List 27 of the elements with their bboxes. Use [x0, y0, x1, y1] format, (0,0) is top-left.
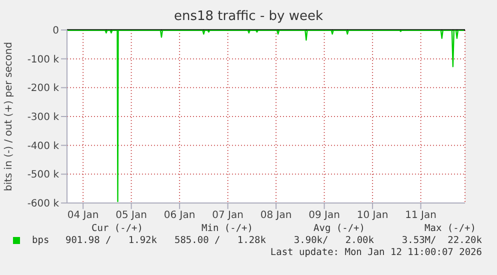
y-axis-title: bits in (-) / out (+) per second [4, 42, 15, 192]
text: 585.00 / 1.28k [174, 235, 266, 246]
x-tick-label: 06 Jan [164, 210, 196, 222]
y-tick-label: 0 [52, 26, 59, 37]
text: Max (-/+) [424, 223, 476, 234]
x-tick-label: 10 Jan [356, 210, 388, 222]
y-tick-label: -500 k [27, 170, 60, 181]
text: 901.98 / 1.92k [65, 235, 157, 246]
y-tick-label: -300 k [27, 112, 60, 124]
y-tick-label: -600 k [27, 198, 60, 210]
x-tick-label: 09 Jan [308, 210, 340, 222]
text: Avg (-/+) [312, 223, 365, 234]
x-tick-label: 04 Jan [67, 210, 99, 222]
chart-title: ens18 traffic - by week [173, 9, 324, 24]
y-tick-label: -400 k [27, 140, 60, 152]
text: Cur (-/+) [90, 223, 143, 234]
x-tick-label: 07 Jan [212, 210, 244, 222]
text: 3.53M/ 22.20k [402, 235, 482, 246]
text: 3.90k/ 2.00k [294, 235, 374, 246]
text: Min (-/+) [200, 223, 253, 234]
legend-label: bps [32, 235, 50, 246]
y-tick-label: -100 k [27, 54, 60, 66]
text: Last update: Mon Jan 12 11:00:07 2026 [270, 247, 482, 258]
x-tick-label: 08 Jan [260, 210, 292, 222]
x-tick-label: 05 Jan [116, 210, 147, 222]
y-tick-label: -200 k [27, 83, 60, 94]
x-tick-label: 11 Jan [405, 210, 436, 222]
